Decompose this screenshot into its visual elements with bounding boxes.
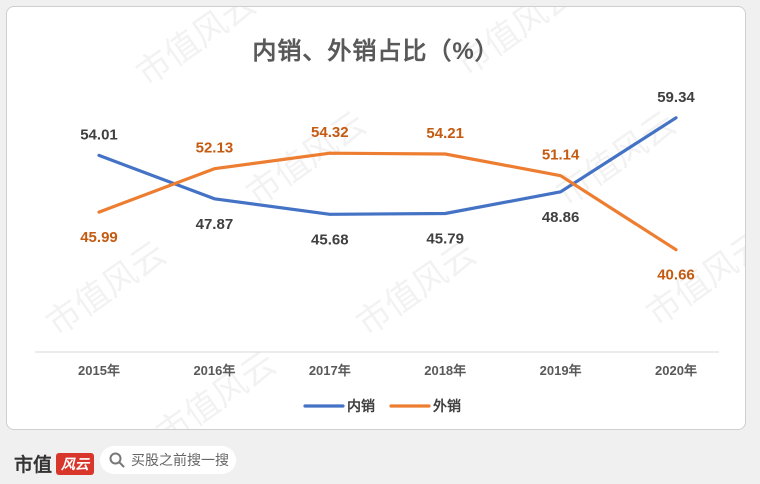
data-label: 45.99 [80, 229, 118, 246]
x-tick-label: 2016年 [193, 363, 235, 378]
data-label: 51.14 [542, 147, 580, 164]
search-placeholder: 买股之前搜一搜 [131, 452, 229, 468]
watermark-text: 市值风云 [349, 234, 483, 345]
x-tick-label: 2019年 [540, 363, 582, 378]
data-label: 52.13 [196, 140, 234, 157]
series-line-domestic [97, 116, 678, 216]
brand-logo: 市值 风云 [14, 450, 95, 477]
data-label: 54.21 [426, 125, 464, 142]
search-box[interactable]: 买股之前搜一搜 [100, 446, 236, 474]
chart-title: 内销、外销占比（%） [252, 38, 500, 65]
data-label: 40.66 [657, 267, 695, 284]
brand-logo-mark: 风云 [56, 452, 95, 475]
search-icon [108, 451, 126, 469]
watermark-text: 市值风云 [239, 104, 373, 215]
legend-label-export: 外销 [433, 398, 461, 415]
x-tick-label: 2015年 [78, 363, 120, 378]
brand-name: 市值 [14, 455, 53, 476]
chart-card: 内销、外销占比（%） 市值风云 市值风云 市值风云 市值风云 市值风云 市值风云 市值风云市… [6, 6, 746, 430]
watermark-text: 市值风云 [39, 234, 173, 345]
data-label: 54.32 [311, 124, 349, 141]
x-tick-label: 2020年 [655, 363, 697, 378]
data-label: 59.34 [657, 89, 695, 106]
x-tick-label: 2017年 [309, 363, 351, 378]
x-tick-labels: 2015年 2016年 2017年 2018年 2019年 2020年 [78, 363, 697, 378]
x-tick-label: 2018年 [424, 363, 466, 378]
legend: 内销 外销 [303, 398, 461, 415]
data-label: 54.01 [80, 126, 118, 143]
data-label: 48.86 [542, 209, 580, 226]
legend-label-domestic: 内销 [347, 398, 375, 415]
series-lines [97, 116, 678, 252]
data-label: 45.68 [311, 231, 349, 248]
data-label: 47.87 [196, 216, 234, 233]
data-label: 45.79 [426, 230, 464, 247]
watermark-text: 市值风云 [129, 7, 263, 94]
watermark-text: 市值风云 [449, 7, 583, 84]
data-labels: 54.01 45.99 47.87 52.13 45.68 54.32 45.79 54.21… [80, 89, 695, 284]
watermark-text: 市值风云 [149, 344, 283, 430]
footer-bar: 市值 风云 买股之前搜一搜 [0, 430, 760, 484]
series-line-export [97, 151, 678, 252]
